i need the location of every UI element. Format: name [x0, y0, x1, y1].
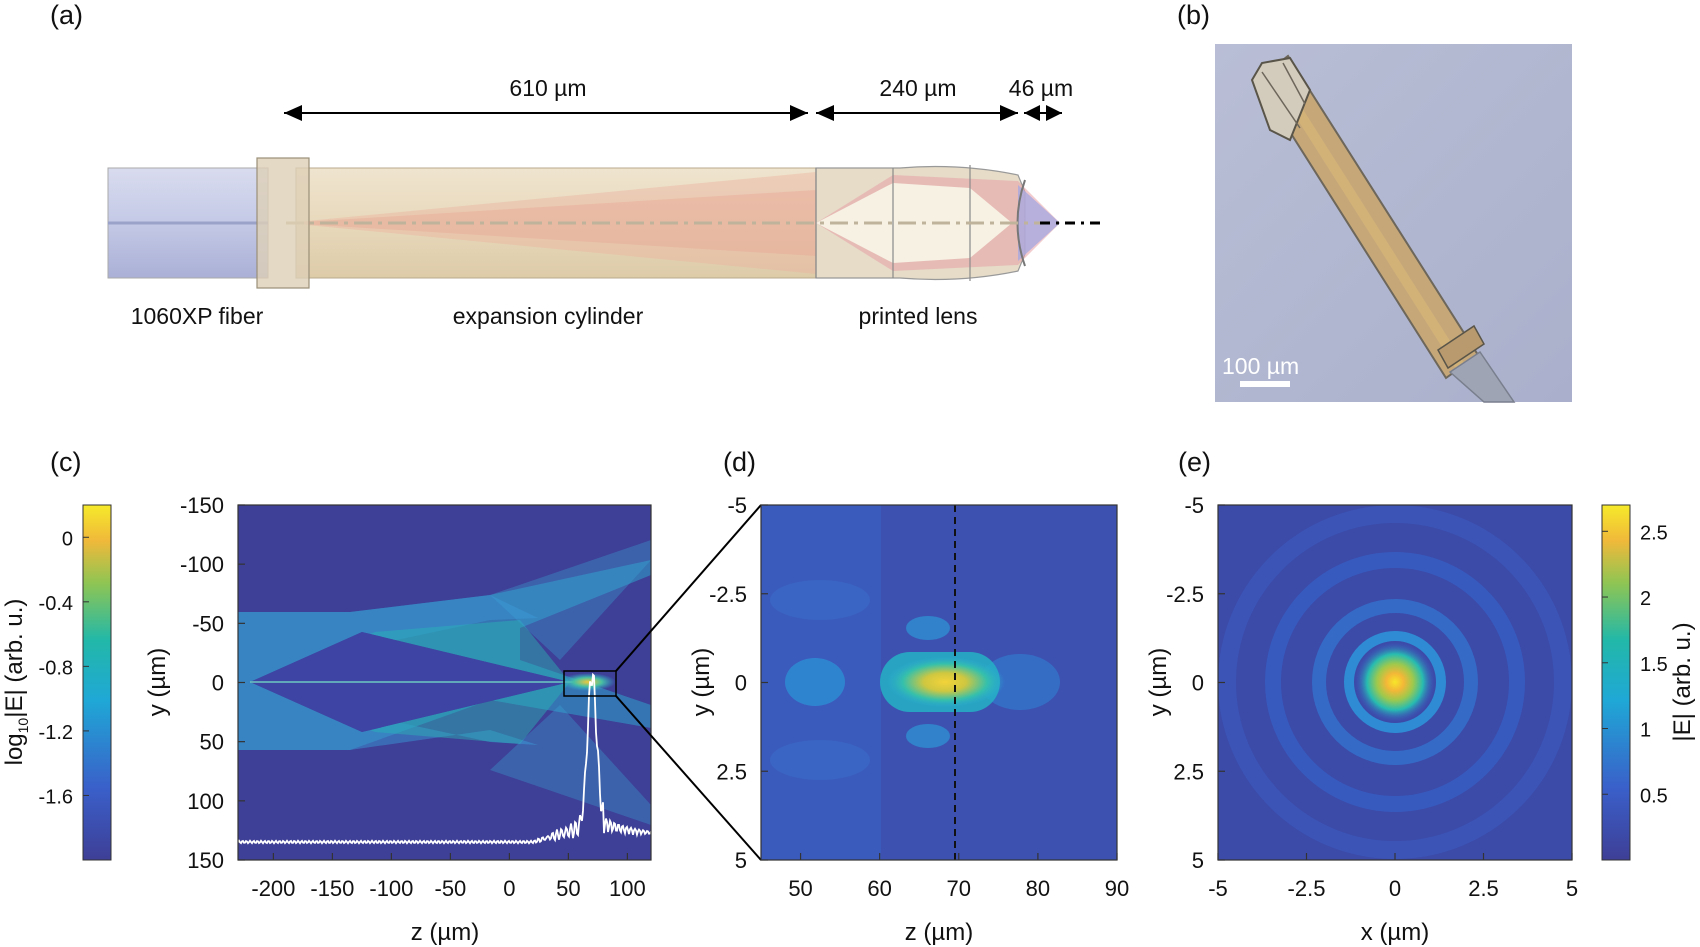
y-tick-label: 100 [187, 789, 224, 814]
x-tick-label: -100 [369, 876, 413, 901]
scale-bar-label: 100 µm [1222, 353, 1299, 379]
x-tick-label: 50 [556, 876, 580, 901]
y-tick-label: 2.5 [716, 759, 747, 784]
colorbar-e-label: |E| (arb. u.) [1669, 622, 1696, 741]
y-tick-label: 5 [1192, 848, 1204, 873]
heatmap-e [1218, 505, 1572, 860]
colorbar-tick-label: -0.4 [39, 593, 73, 615]
y-tick-label: -2.5 [709, 582, 747, 607]
y-tick-label: -5 [1184, 493, 1204, 518]
x-tick-label: -200 [251, 876, 295, 901]
micrograph-photo [1215, 44, 1572, 403]
panel-c-label: (c) [50, 447, 81, 477]
x-tick-label: 80 [1026, 876, 1050, 901]
colorbar-tick-label: -0.8 [39, 657, 73, 679]
colorbar-tick-label: 2 [1640, 588, 1651, 610]
fiber-assembly-diagram [107, 157, 1102, 289]
colorbar-tick-label: 0 [62, 528, 73, 550]
axes-d-ticks: 50 60 70 80 90 -5 -2.5 0 2.5 5 [709, 493, 1129, 901]
x-tick-label: 5 [1566, 876, 1578, 901]
ylabel-d: y (µm) [688, 648, 715, 716]
y-tick-label: -150 [180, 493, 224, 518]
xlabel-d: z (µm) [905, 919, 973, 946]
colorbar-e: 2.5 2 1.5 1 0.5 [1601, 504, 1668, 861]
y-tick-label: -2.5 [1166, 582, 1204, 607]
axes-e-ticks: -5 -2.5 0 2.5 5-5-2.502.55 [1166, 493, 1578, 901]
dimension-arrows [284, 105, 1062, 121]
x-tick-label: 100 [609, 876, 646, 901]
panel-a-label: (a) [50, 0, 83, 30]
y-tick-label: 0 [212, 671, 224, 696]
dim-lens: 240 µm [879, 75, 956, 101]
colorbar-tick-label: 2.5 [1640, 522, 1668, 544]
y-tick-label: 5 [735, 848, 747, 873]
y-tick-label: -5 [727, 493, 747, 518]
xlabel-c: z (µm) [411, 919, 479, 946]
y-tick-label: 2.5 [1173, 759, 1204, 784]
x-tick-label: 70 [947, 876, 971, 901]
colorbar-tick-label: 1 [1640, 720, 1651, 742]
x-tick-label: 0 [1389, 876, 1401, 901]
label-fiber: 1060XP fiber [131, 303, 264, 329]
zoom-connector [615, 504, 762, 861]
x-tick-label: 50 [788, 876, 812, 901]
x-tick-label: 90 [1105, 876, 1129, 901]
colorbar-tick-label: 1.5 [1640, 654, 1668, 676]
y-tick-label: -50 [192, 611, 224, 636]
x-tick-label: 2.5 [1468, 876, 1499, 901]
y-tick-label: 150 [187, 848, 224, 873]
y-tick-label: 50 [200, 730, 224, 755]
xlabel-e: x (µm) [1361, 919, 1429, 946]
label-expansion-cylinder: expansion cylinder [453, 303, 644, 329]
y-tick-label: 0 [1192, 671, 1204, 696]
colorbar-tick-label: 0.5 [1640, 785, 1668, 807]
x-tick-label: -50 [435, 876, 467, 901]
colorbar-tick-label: -1.6 [39, 786, 73, 808]
axes-c-ticks: -200 -150 -100 -50 0 50 100 -150 -100 -50 0 50 100 15… [180, 493, 646, 901]
x-tick-label: 60 [867, 876, 891, 901]
x-tick-label: -2.5 [1288, 876, 1326, 901]
panel-e-label: (e) [1178, 447, 1211, 477]
x-tick-label: 0 [503, 876, 515, 901]
colorbar-c-label: log10|E| (arb. u.) [1, 599, 31, 766]
panel-d-label: (d) [723, 447, 756, 477]
y-tick-label: 0 [735, 671, 747, 696]
ylabel-e: y (µm) [1145, 648, 1172, 716]
label-printed-lens: printed lens [859, 303, 978, 329]
colorbar-tick-label: -1.2 [39, 722, 73, 744]
dim-expansion: 610 µm [509, 75, 586, 101]
ylabel-c: y (µm) [144, 648, 171, 716]
y-tick-label: -100 [180, 552, 224, 577]
x-tick-label: -5 [1208, 876, 1228, 901]
colorbar-c: 0 -0.4 -0.8 -1.2 -1.6 [39, 504, 112, 861]
panel-b-label: (b) [1177, 0, 1210, 30]
dim-working-distance: 46 µm [1009, 75, 1073, 101]
heatmap-d [761, 505, 1117, 860]
x-tick-label: -150 [310, 876, 354, 901]
heatmap-c [238, 505, 651, 860]
